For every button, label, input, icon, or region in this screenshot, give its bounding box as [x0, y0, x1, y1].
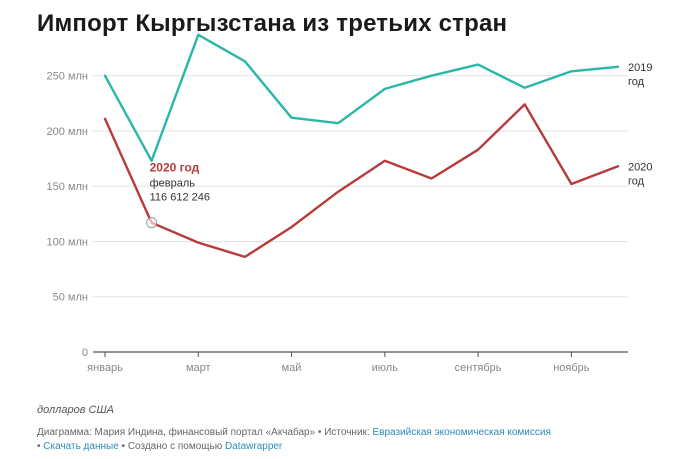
series-line-s2020[interactable] — [103, 103, 620, 259]
series-end-label: 2020 — [628, 161, 652, 173]
end-labels: 2019 год 2020 год — [628, 62, 652, 187]
y-tick-label: 50 млн — [53, 292, 88, 304]
datawrapper-link[interactable]: Datawrapper — [225, 441, 283, 452]
separator: • — [315, 427, 325, 438]
annotation-month: февраль — [150, 178, 196, 190]
x-axis-ticks: январь март май июль сентябрь ноябрь — [87, 352, 590, 374]
source-link[interactable]: Евразийская экономическая комиссия — [372, 427, 551, 438]
x-tick-label: ноябрь — [553, 362, 590, 374]
made-with-text: Создано с помощью — [127, 441, 226, 452]
series-layer — [103, 33, 620, 259]
y-tick-label: 0 — [82, 347, 88, 359]
x-tick-label: июль — [372, 362, 399, 374]
separator: • — [37, 441, 44, 452]
grid-layer — [93, 75, 628, 353]
hover-point-marker[interactable] — [146, 217, 158, 229]
y-tick-label: 150 млн — [47, 181, 88, 193]
y-axis-ticks: 0 50 млн 100 млн 150 млн 200 млн 250 млн — [47, 71, 88, 359]
source-prefix: Источник: — [324, 427, 373, 438]
annotation-value: 116 612 246 — [150, 192, 210, 204]
annotation-title: 2020 год — [150, 161, 200, 175]
chart-notes: Диаграмма: Мария Индина, финансовый порт… — [37, 426, 682, 454]
series-end-label: год — [628, 76, 645, 88]
series-line-s2019[interactable] — [103, 33, 620, 163]
series-end-label: 2019 — [628, 62, 652, 74]
line-chart: 0 50 млн 100 млн 150 млн 200 млн 250 млн янва… — [47, 33, 652, 374]
x-tick-label: сентябрь — [455, 362, 502, 374]
x-tick-label: январь — [87, 362, 123, 374]
hover-annotation: 2020 год февраль 116 612 246 — [146, 161, 210, 229]
unit-label: долларов США — [37, 404, 114, 416]
credit-text: Диаграмма: Мария Индина, финансовый порт… — [37, 427, 316, 438]
y-tick-label: 100 млн — [47, 236, 88, 248]
series-end-label: год — [628, 175, 645, 187]
y-tick-label: 250 млн — [47, 71, 88, 83]
chart-title: Импорт Кыргызстана из третьих стран — [37, 10, 508, 37]
y-tick-label: 200 млн — [47, 126, 88, 138]
separator: • — [118, 441, 128, 452]
download-data-link[interactable]: Скачать данные — [43, 441, 119, 452]
x-tick-label: май — [282, 362, 302, 374]
x-tick-label: март — [186, 362, 211, 374]
